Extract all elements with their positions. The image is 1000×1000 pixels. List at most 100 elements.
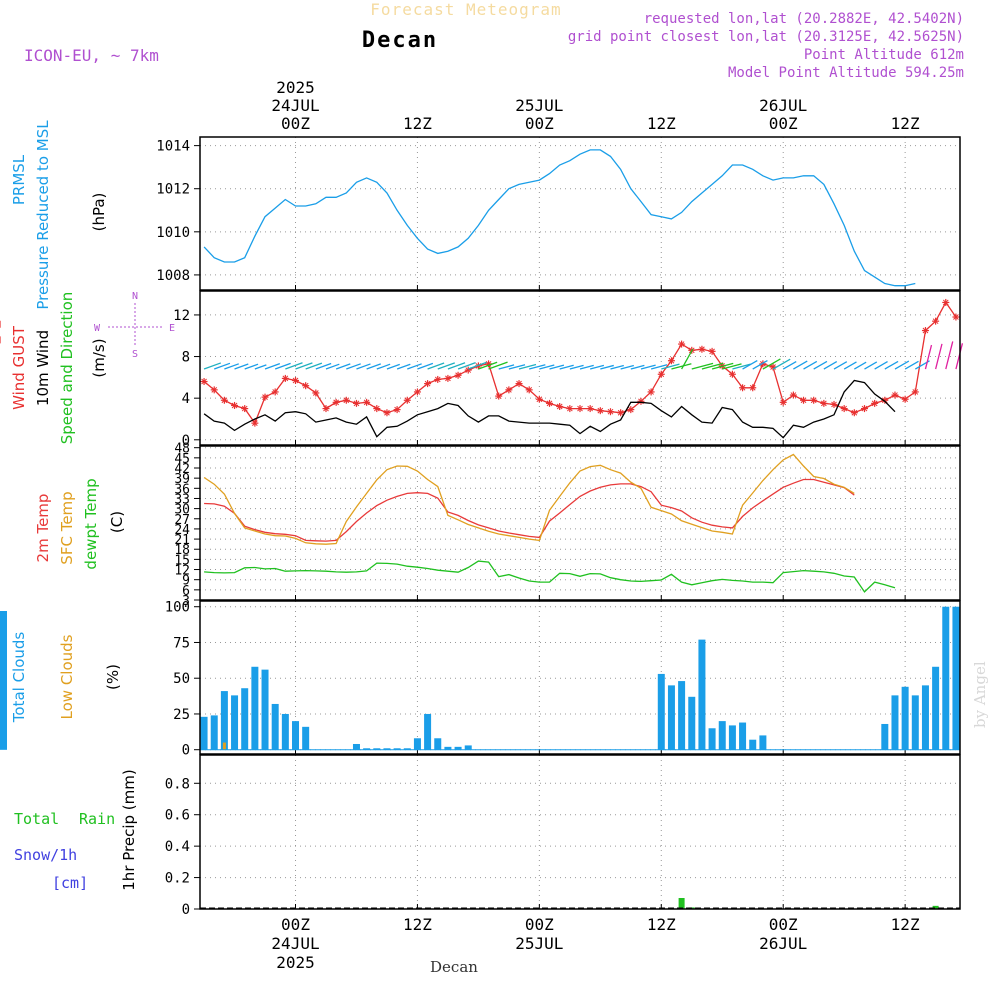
total-cloud-bar xyxy=(464,745,472,750)
gust-marker xyxy=(708,347,716,355)
gust-marker-d2 xyxy=(221,397,228,404)
wind-arrow xyxy=(742,359,758,370)
gust-marker xyxy=(383,409,391,417)
y-tick-label: 0 xyxy=(182,902,190,918)
wind-arrow xyxy=(407,363,422,370)
gust-marker-d2 xyxy=(323,405,329,412)
gust-marker-d2 xyxy=(780,399,787,406)
wind-arrow xyxy=(772,358,791,370)
gust-marker-d2 xyxy=(770,364,776,370)
top-time-label: 12Z xyxy=(403,114,432,133)
gust-marker-d2 xyxy=(831,401,837,408)
y-tick-label: 0.4 xyxy=(165,839,190,855)
wind-arrow xyxy=(823,361,838,370)
precip-label-rain: Rain xyxy=(79,810,115,828)
point-altitude: Point Altitude 612m xyxy=(804,47,964,63)
gust-marker-d2 xyxy=(292,377,299,384)
compass-w: W xyxy=(94,323,101,334)
compass-s: S xyxy=(132,349,138,360)
gust-marker xyxy=(231,401,239,409)
wind-arrow xyxy=(335,363,351,370)
total-cloud-bar xyxy=(728,725,736,750)
gust-marker xyxy=(210,386,218,394)
wind-arrow xyxy=(589,364,605,370)
total-cloud-bar xyxy=(403,748,411,750)
wind-arrow xyxy=(244,363,259,370)
gust-marker xyxy=(220,396,228,404)
gust-marker xyxy=(739,384,747,392)
y-tick-label: 0.6 xyxy=(165,808,190,824)
wind-arrow xyxy=(346,363,361,370)
y-tick-label: 1008 xyxy=(156,268,190,284)
gust-marker xyxy=(495,392,503,400)
compass-e: E xyxy=(169,323,175,334)
total-cloud-bar xyxy=(891,695,899,750)
gust-marker xyxy=(596,407,604,415)
wind-arrow xyxy=(285,362,303,370)
gust-marker xyxy=(901,395,909,403)
wind-arrow xyxy=(924,344,933,370)
total-cloud-bar xyxy=(413,738,421,750)
wind-arrow xyxy=(803,360,818,370)
precip-bar xyxy=(678,898,685,909)
gust-marker-d2 xyxy=(953,314,959,320)
wind-arrow xyxy=(457,362,476,370)
gust-marker-d2 xyxy=(201,378,207,385)
wind-arrow xyxy=(640,364,656,370)
wind-arrow xyxy=(762,358,781,370)
bottom-time-label: 00Z xyxy=(769,915,798,934)
top-time-label: 12Z xyxy=(647,114,676,133)
gust-marker xyxy=(424,380,432,388)
wind-arrow xyxy=(945,341,954,370)
gust-marker xyxy=(891,391,899,399)
y-tick-label: 100 xyxy=(165,600,190,616)
panel-label-pressure: Pressure Reduced to MSL xyxy=(34,120,52,310)
y-tick-label: 0 xyxy=(182,433,190,449)
wind-arrow xyxy=(305,362,323,370)
total-cloud-bar xyxy=(241,688,249,750)
wind-arrow xyxy=(691,362,714,370)
gust-marker xyxy=(678,340,686,348)
gust-marker-d2 xyxy=(902,396,908,403)
gust-marker-d2 xyxy=(526,386,533,393)
y-tick-label: 39 xyxy=(174,472,190,487)
wind-arrow xyxy=(264,363,281,370)
top-time-label: 25JUL xyxy=(515,96,563,115)
gust-marker xyxy=(698,345,706,353)
y-tick-label: 12 xyxy=(173,308,190,324)
total-cloud-bar xyxy=(454,746,462,750)
panel-label-cloud: (%) xyxy=(104,664,122,690)
total-cloud-bar xyxy=(657,673,665,750)
gust-marker-d2 xyxy=(312,390,319,396)
gust-marker-d2 xyxy=(922,327,929,334)
wind-arrow xyxy=(478,361,498,370)
wind-arrow xyxy=(447,362,466,370)
gust-marker-d2 xyxy=(353,400,360,407)
top-time-label: 00Z xyxy=(525,114,554,133)
top-time-label: 12Z xyxy=(891,114,920,133)
gust-marker-d2 xyxy=(678,341,685,347)
gust-marker xyxy=(342,396,350,404)
wind-arrow xyxy=(722,363,742,370)
panel-frame xyxy=(199,136,961,291)
wind-arrow xyxy=(498,364,515,370)
gust-marker-d2 xyxy=(851,409,858,416)
gust-marker xyxy=(576,405,584,413)
wind-arrow xyxy=(579,364,594,370)
gust-marker-d2 xyxy=(333,399,340,406)
wind-arrow xyxy=(437,362,456,370)
wind-arrow xyxy=(894,360,910,370)
gust-marker xyxy=(860,405,868,413)
series-line-dewpt-temp xyxy=(204,560,896,593)
wind-arrow xyxy=(508,364,526,370)
gust-marker xyxy=(200,378,208,386)
wind-arrow xyxy=(955,343,964,370)
gust-marker-d2 xyxy=(404,397,411,404)
total-cloud-bar xyxy=(393,748,401,750)
gust-marker xyxy=(261,393,269,401)
gust-marker-d2 xyxy=(942,299,949,306)
total-cloud-bar xyxy=(302,726,310,750)
gust-marker xyxy=(434,375,442,383)
y-tick-label: 1012 xyxy=(156,182,190,198)
